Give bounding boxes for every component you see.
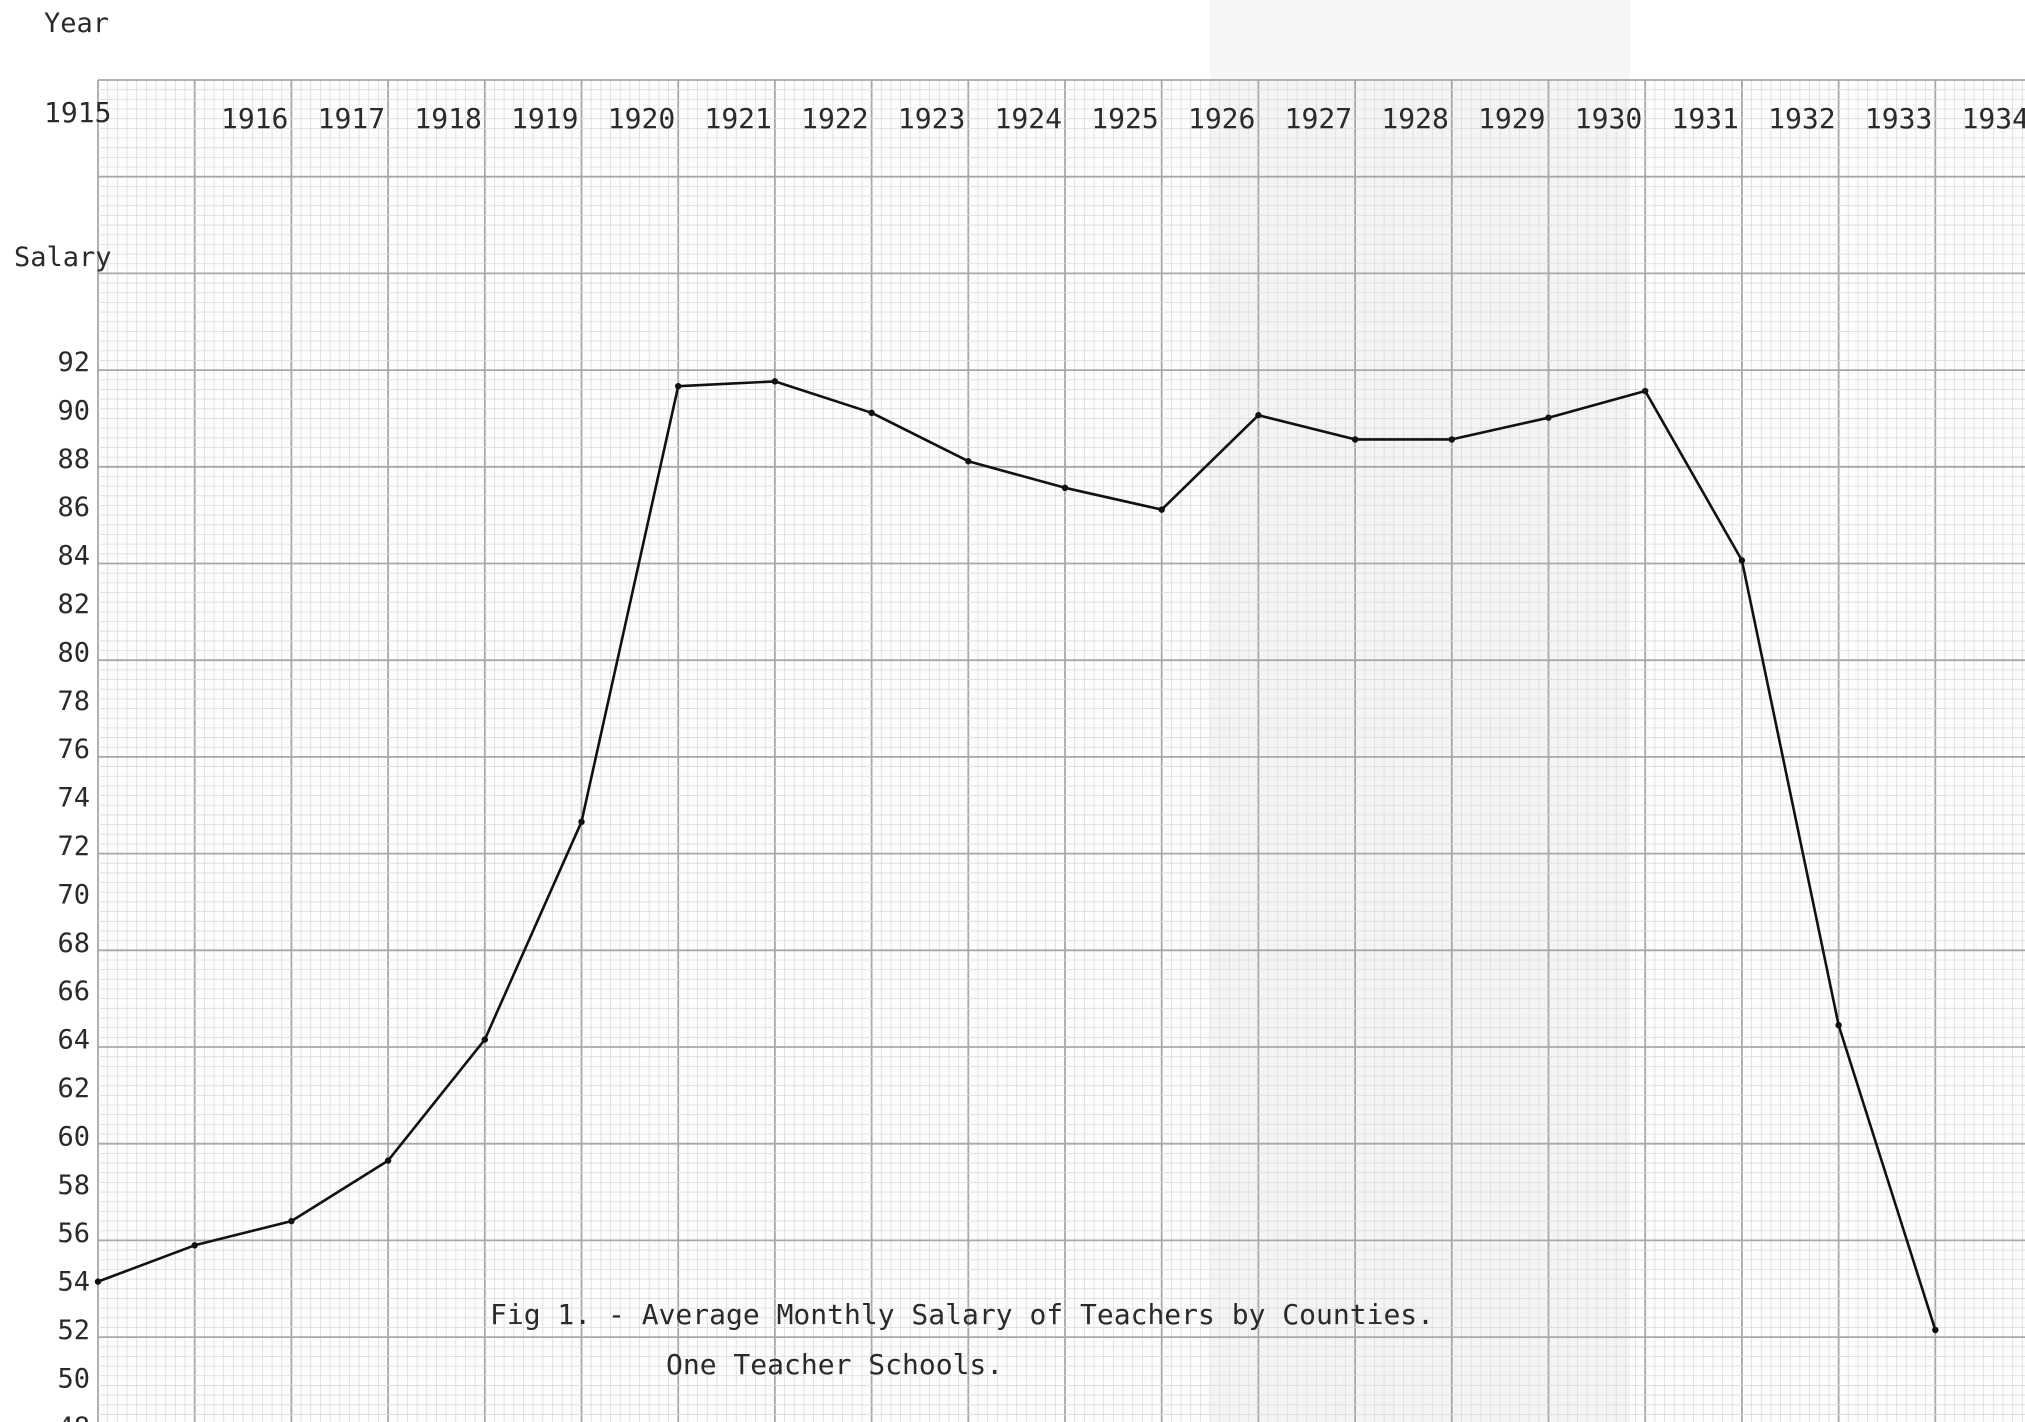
data-point xyxy=(771,378,779,385)
x-tick-label: 1932 xyxy=(1768,102,1835,135)
x-tick-label: 1929 xyxy=(1478,102,1545,135)
x-tick-label: 1931 xyxy=(1671,102,1738,135)
y-tick-label: 88 xyxy=(57,444,90,475)
data-point xyxy=(288,1217,295,1225)
y-tick-label: 56 xyxy=(57,1218,90,1249)
y-tick-label: 48 xyxy=(57,1412,90,1422)
x-tick-label: 1916 xyxy=(221,102,288,135)
y-tick-labels: 92 90 88 86 84 82 80 78 76 74 72 70 68 66 64 62 60 58 56 54… xyxy=(57,347,90,1422)
y-tick-label: 54 xyxy=(57,1267,90,1298)
fold-shadow xyxy=(1210,0,1630,1422)
y-tick-label: 60 xyxy=(57,1121,90,1152)
y-tick-label: 84 xyxy=(57,541,90,572)
chart-title: Fig 1. - Average Monthly Salary of Teach… xyxy=(490,1298,1434,1331)
x-tick-label: 1915 xyxy=(44,96,111,129)
y-tick-label: 68 xyxy=(57,928,90,959)
y-axis-label: Salary xyxy=(14,242,112,273)
data-point xyxy=(1255,412,1262,419)
x-tick-label: 1925 xyxy=(1091,102,1158,135)
y-tick-label: 78 xyxy=(57,686,90,717)
data-point xyxy=(1932,1326,1939,1334)
x-tick-label: 1927 xyxy=(1285,102,1352,135)
series-line-group xyxy=(94,378,1939,1334)
x-tick-label: 1926 xyxy=(1188,102,1255,135)
x-tick-label: 1918 xyxy=(414,102,481,135)
grid xyxy=(97,79,2025,1422)
x-tick-label: 1922 xyxy=(801,102,868,135)
data-point xyxy=(1061,484,1069,492)
data-point xyxy=(384,1157,392,1164)
data-point xyxy=(94,1278,102,1285)
y-tick-label: 86 xyxy=(57,492,90,523)
y-tick-label: 82 xyxy=(57,589,90,620)
y-tick-label: 64 xyxy=(57,1025,90,1056)
series-line xyxy=(97,380,1937,1331)
y-tick-label: 50 xyxy=(57,1363,90,1394)
data-point xyxy=(675,383,682,390)
data-point xyxy=(1158,506,1165,513)
x-tick-label: 1919 xyxy=(511,102,578,135)
x-axis-label: Year xyxy=(44,8,109,39)
y-tick-label: 70 xyxy=(57,879,90,910)
x-tick-label: 1933 xyxy=(1865,102,1932,135)
data-point xyxy=(1835,1021,1842,1029)
data-point xyxy=(481,1036,488,1043)
y-tick-label: 92 xyxy=(57,347,90,378)
y-tick-label: 90 xyxy=(57,395,90,426)
y-tick-label: 58 xyxy=(57,1170,90,1201)
data-point xyxy=(578,818,585,825)
x-tick-label: 1930 xyxy=(1575,102,1642,135)
chart-subtitle: One Teacher Schools. xyxy=(666,1348,1003,1381)
data-point xyxy=(1351,436,1359,443)
y-tick-label: 74 xyxy=(57,783,90,814)
data-point xyxy=(191,1242,198,1249)
data-point xyxy=(1642,387,1649,395)
x-tick-label: 1921 xyxy=(704,102,771,135)
data-point xyxy=(868,409,875,417)
data-point xyxy=(1738,557,1746,564)
x-tick-label: 1924 xyxy=(995,102,1062,135)
y-tick-label: 52 xyxy=(57,1315,90,1346)
x-tick-label: 1920 xyxy=(608,102,675,135)
y-tick-label: 72 xyxy=(57,831,90,862)
x-tick-label: 1917 xyxy=(318,102,385,135)
x-tick-label: 1923 xyxy=(898,102,965,135)
y-tick-label: 76 xyxy=(57,734,90,765)
data-point xyxy=(1448,436,1456,443)
data-point xyxy=(965,458,972,465)
x-tick-labels: 1915 1916 1917 1918 1919 1920 1921 1922 1923 1924… xyxy=(44,96,2025,135)
y-tick-label: 80 xyxy=(57,637,90,668)
y-tick-label: 62 xyxy=(57,1073,90,1104)
x-tick-label: 1934 xyxy=(1962,102,2025,135)
x-tick-label: 1928 xyxy=(1381,102,1448,135)
y-tick-label: 66 xyxy=(57,976,90,1007)
data-point xyxy=(1545,414,1552,421)
graph-paper-sheet xyxy=(98,80,2025,1422)
